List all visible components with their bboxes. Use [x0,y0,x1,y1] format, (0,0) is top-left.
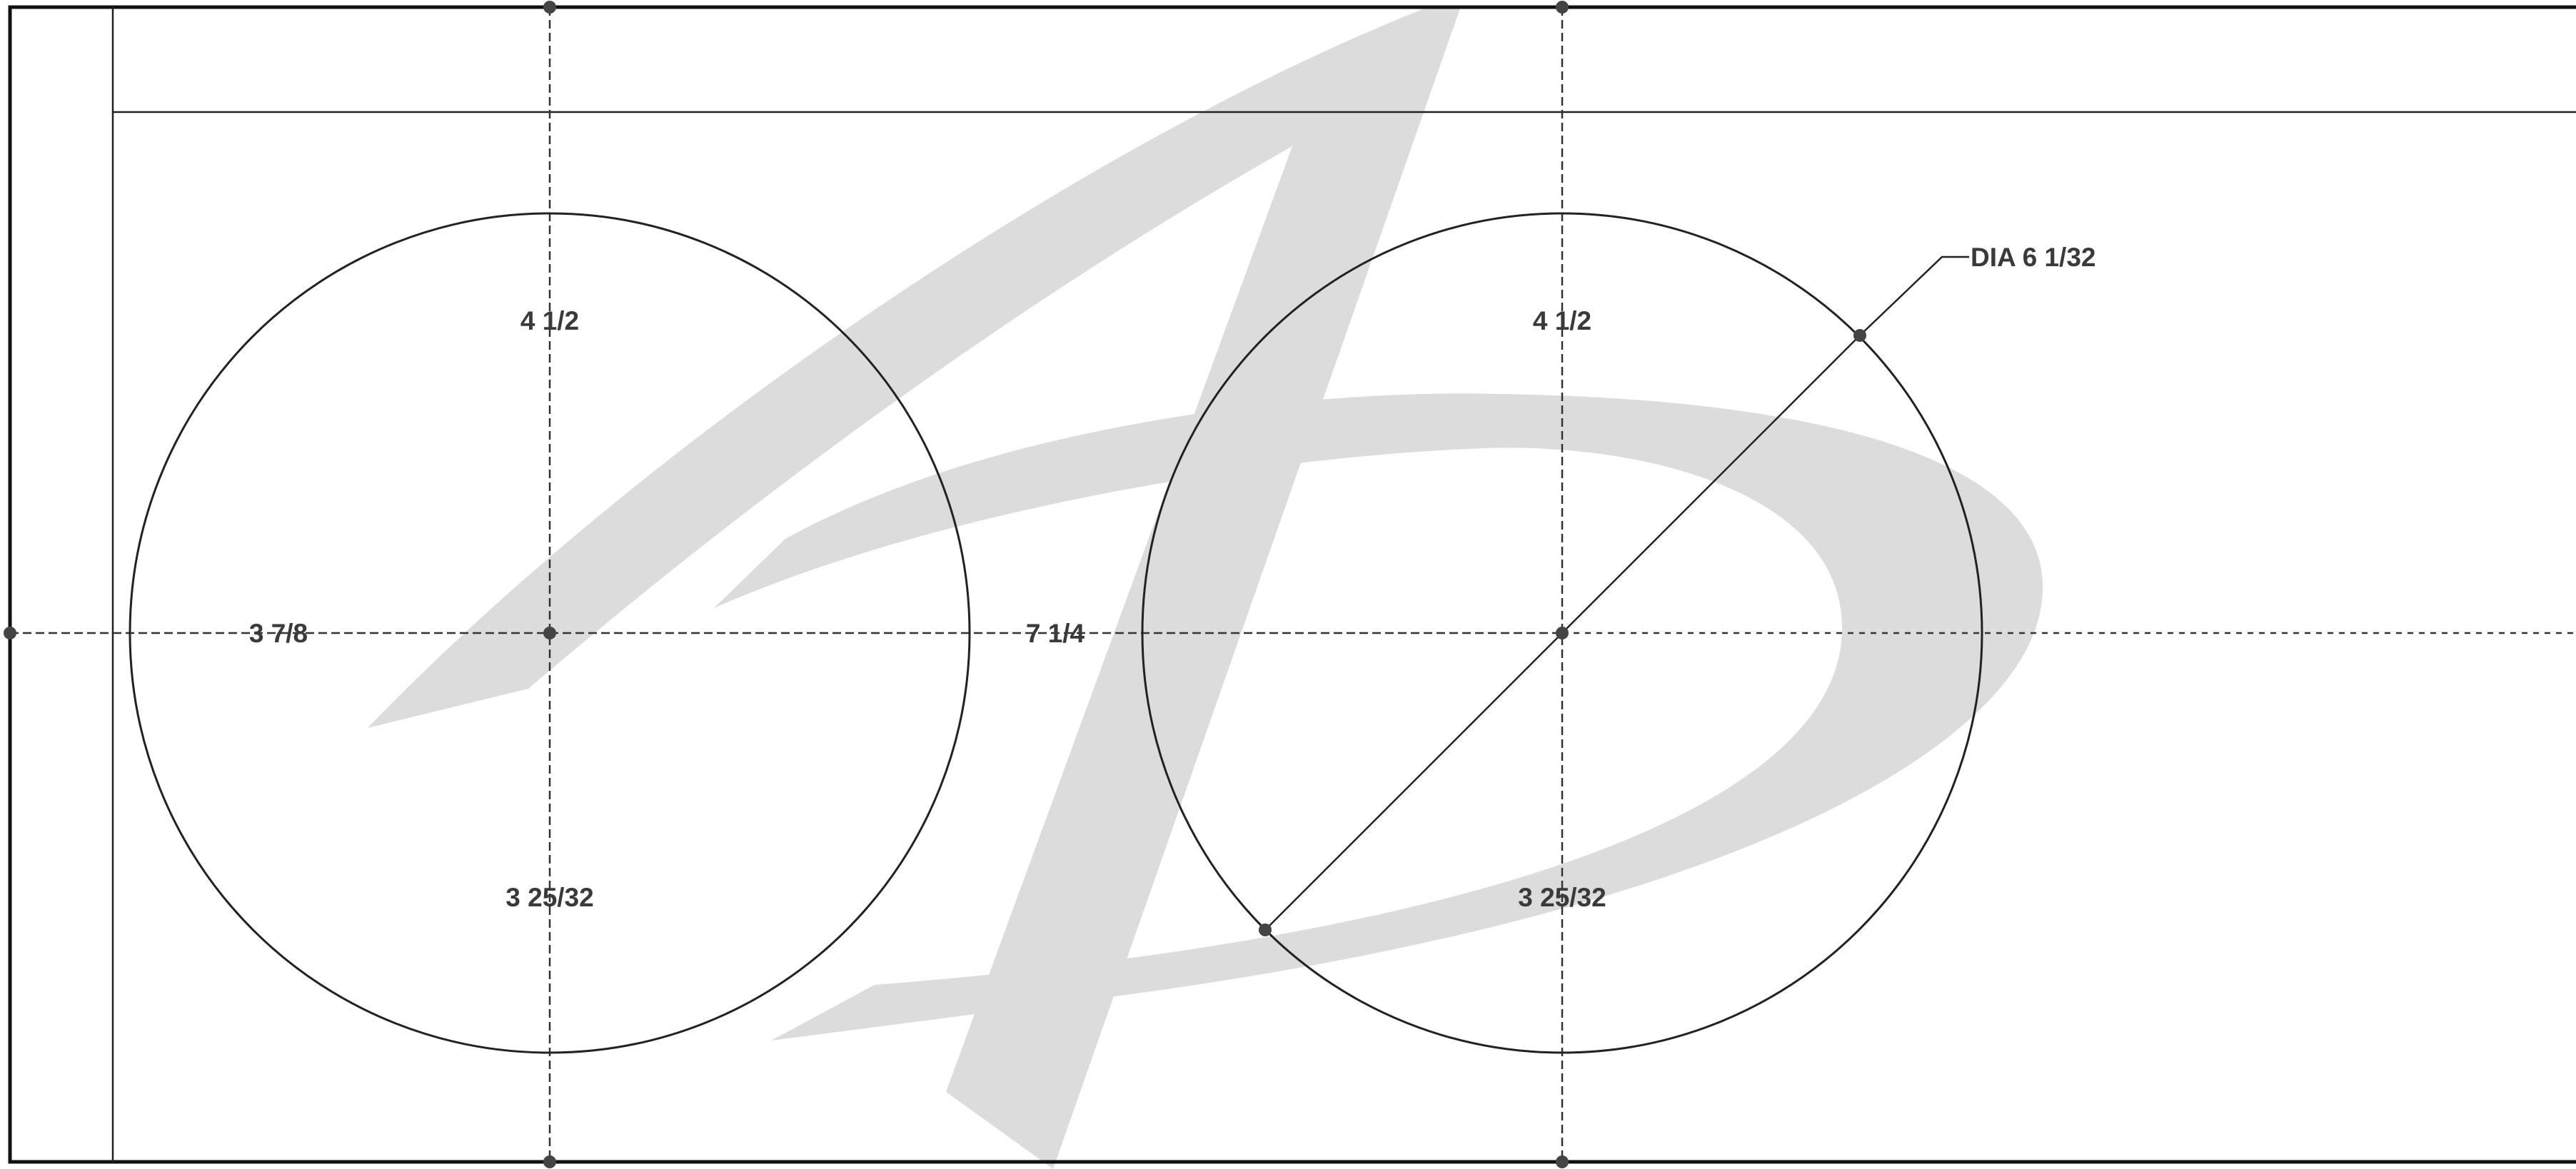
watermark-stem [946,9,1460,1169]
reference-points [4,1,1569,1168]
hole-2-top-dimension: 4 1/2 [1533,306,1591,335]
edge-to-hole-dimension: 3 7/8 [249,619,308,648]
hole-1-center-point[interactable] [543,627,556,639]
hole-1-top-edge-point[interactable] [543,1,556,14]
outer-border [8,5,2576,1164]
hole-spacing-dimension: 7 1/4 [1026,619,1085,648]
hole-2-bottom-dimension: 3 25/32 [1518,883,1606,912]
left-edge-point[interactable] [4,627,16,639]
diameter-point-lower[interactable] [1259,923,1272,936]
centerlines [10,7,2576,1162]
drawing-frame [8,5,2576,1164]
diameter-callout-label: DIA 6 1/32 [1971,243,2096,272]
hole-1-bottom-edge-point[interactable] [543,1155,556,1168]
dimension-labels: 4 1/2 3 25/32 4 1/2 3 25/32 3 7/8 7 1/4 [249,306,1606,912]
watermark-swirl [714,393,2043,1041]
callout-leader [1859,255,1969,336]
hole-2-top-edge-point[interactable] [1556,1,1569,14]
diameter-point-upper[interactable] [1853,329,1866,342]
hole-2-center-point[interactable] [1556,627,1569,639]
hole-2-circle[interactable] [1141,212,1983,1054]
watermark-logo [368,9,2043,1169]
hole-1-bottom-dimension: 3 25/32 [505,883,593,912]
watermark-swoosh-stroke [368,9,1460,728]
hole-1-top-dimension: 4 1/2 [520,306,579,335]
hole-1-circle[interactable] [129,212,971,1054]
hole-2-bottom-edge-point[interactable] [1556,1155,1569,1168]
